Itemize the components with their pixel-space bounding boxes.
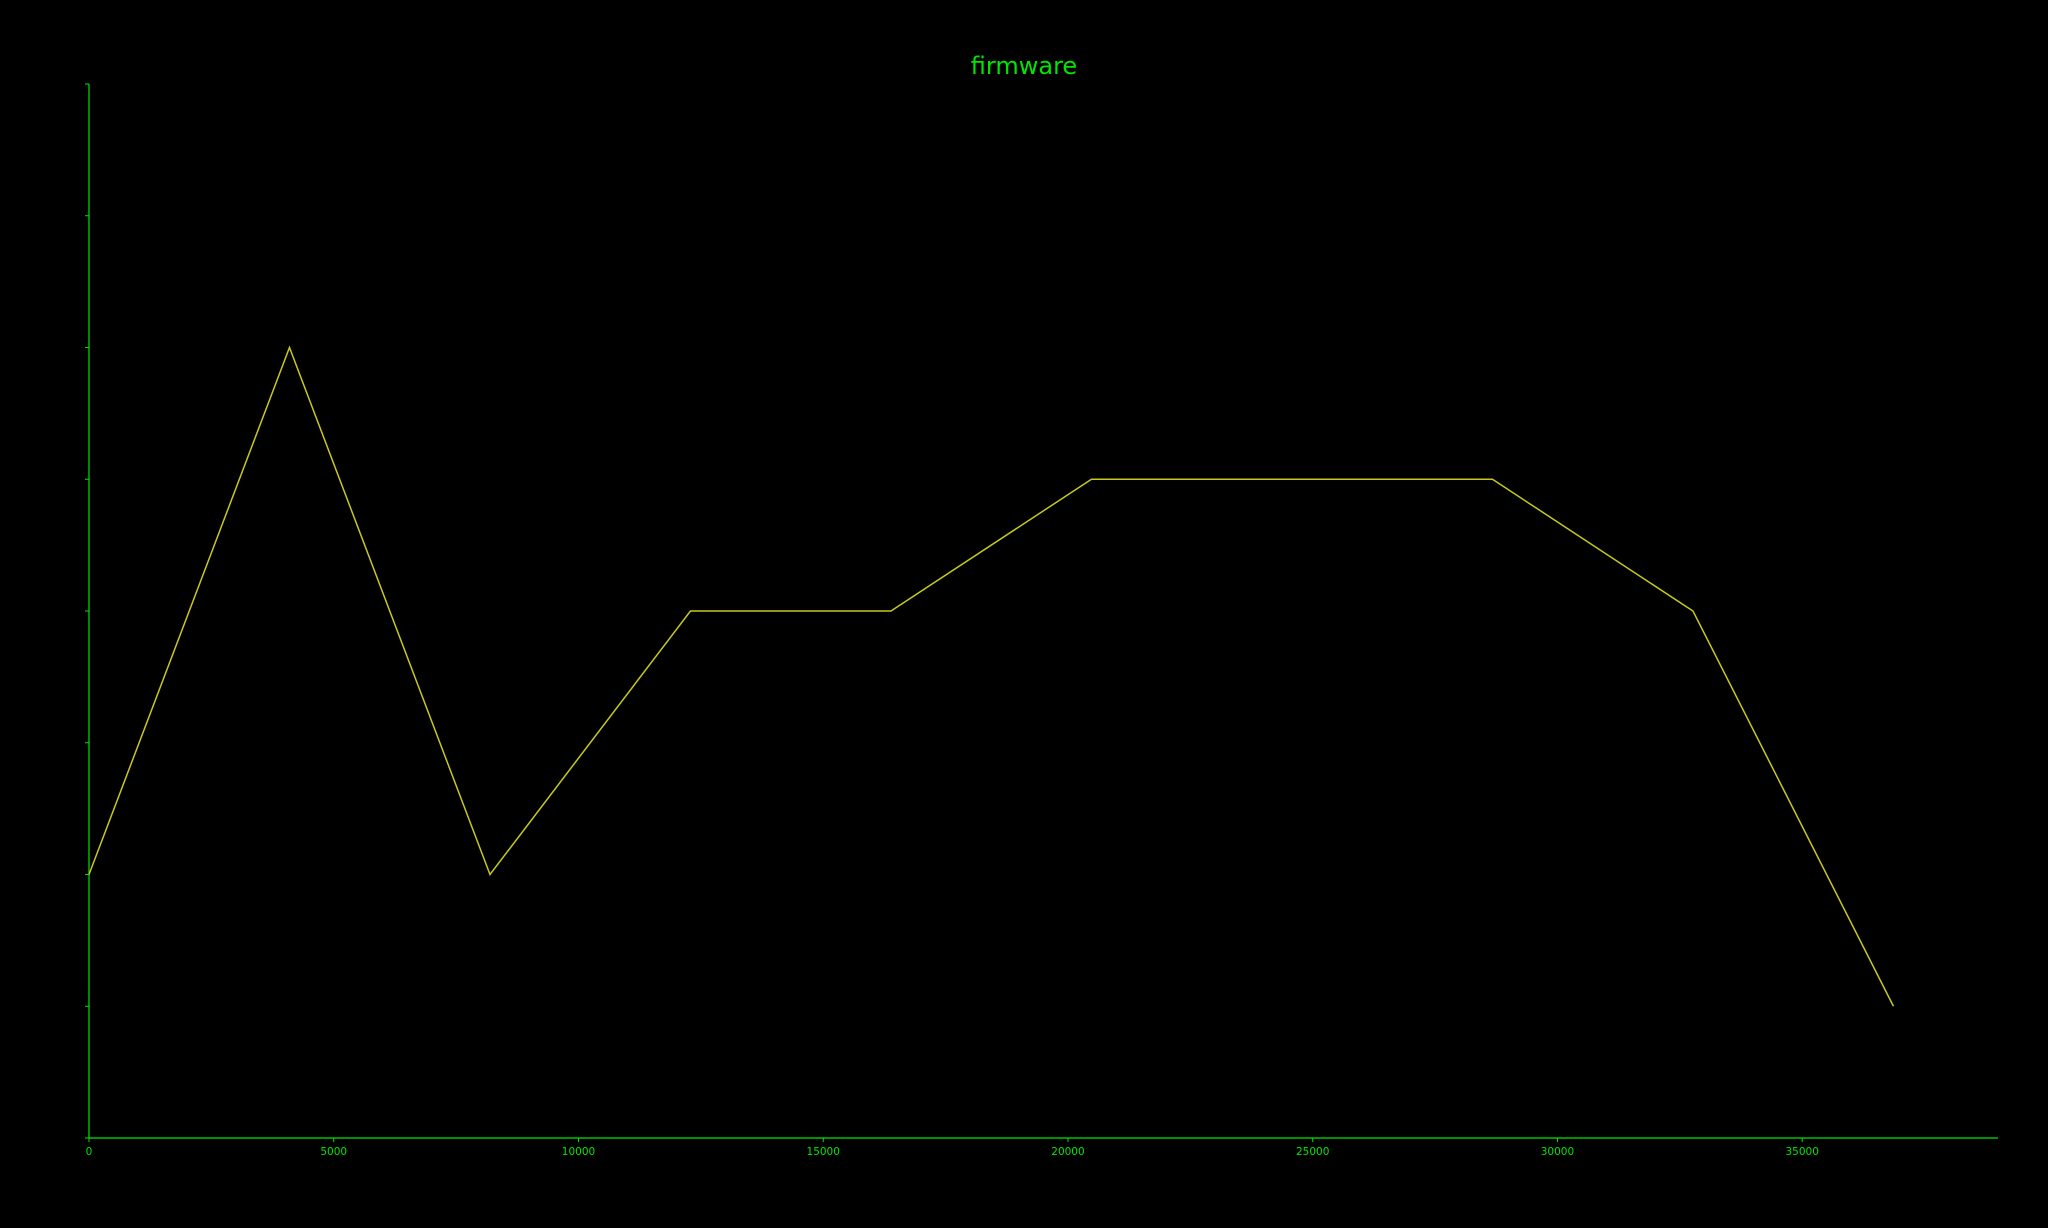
series-line-0: [88, 345, 1895, 1007]
x-tick-label-2: 10000: [562, 1146, 595, 1158]
chart-title: firmware: [971, 52, 1077, 80]
x-tick-label-1: 5000: [320, 1146, 347, 1158]
x-tick-label-4: 20000: [1051, 1146, 1084, 1158]
x-tick-label-7: 35000: [1786, 1146, 1819, 1158]
series-group: [88, 345, 1895, 1007]
x-ticks: [88, 1138, 1803, 1142]
x-tick-label-6: 30000: [1541, 1146, 1574, 1158]
x-tick-label-0: 0: [86, 1146, 93, 1158]
x-tick-label-3: 15000: [807, 1146, 840, 1158]
x-tick-label-5: 25000: [1296, 1146, 1329, 1158]
y-ticks: [85, 83, 89, 1139]
x-tick-labels: 0 5000 10000 15000 20000 25000 30000 35000: [86, 1146, 1819, 1158]
